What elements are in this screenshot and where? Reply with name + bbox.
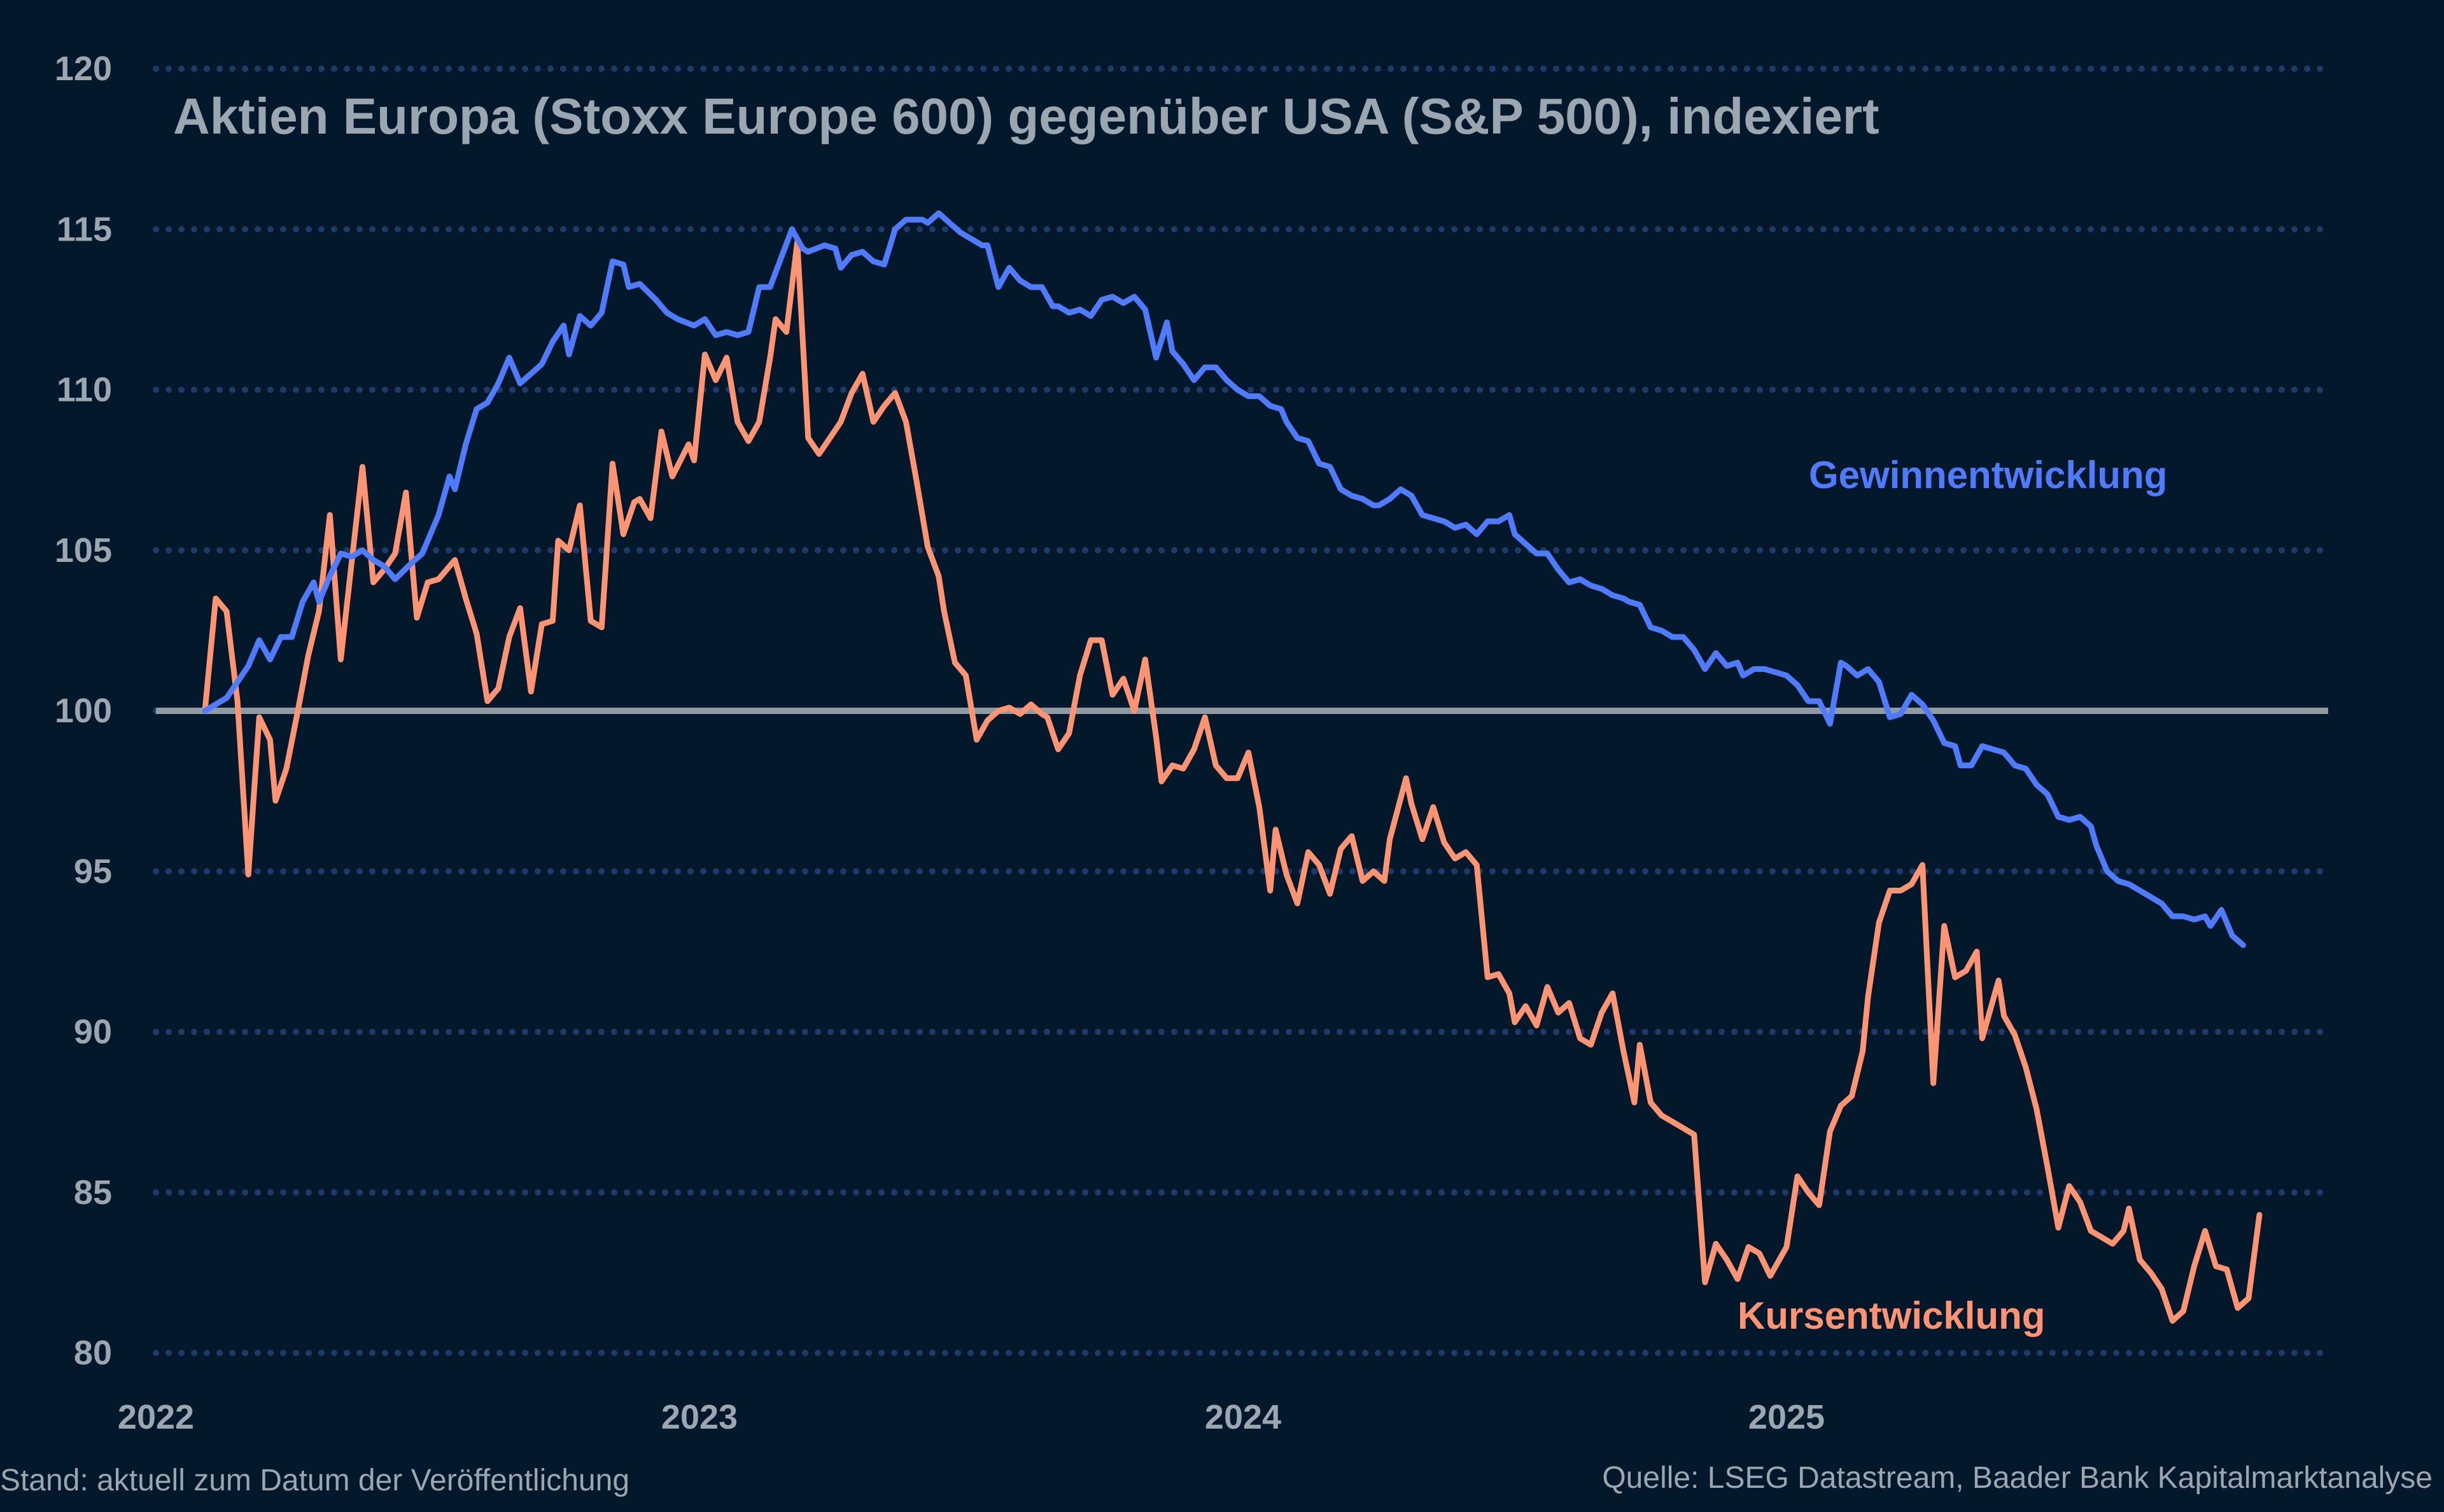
y-tick-label: 100 — [55, 692, 112, 730]
y-tick-label: 80 — [74, 1334, 112, 1372]
x-tick-label: 2022 — [118, 1398, 194, 1436]
y-axis-ticks: 80 85 90 95 100 105 110 115 120 — [55, 50, 112, 1372]
y-tick-label: 120 — [55, 50, 112, 88]
legend-label-earnings: Gewinnentwicklung — [1809, 454, 2167, 496]
series-lines — [202, 210, 2263, 1324]
x-tick-label: 2024 — [1205, 1398, 1281, 1436]
series-line-gewinnentwicklung — [202, 210, 2246, 948]
footer-source: Quelle: LSEG Datastream, Baader Bank Kap… — [1602, 1461, 2433, 1495]
y-tick-label: 85 — [74, 1173, 112, 1212]
y-tick-label: 110 — [57, 371, 112, 409]
y-tick-label: 115 — [57, 210, 112, 248]
x-axis-ticks: 2022 2023 2024 2025 — [118, 1398, 1825, 1436]
legend-label-price: Kursentwicklung — [1738, 1294, 2045, 1337]
footer-stand: Stand: aktuell zum Datum der Veröffentli… — [0, 1464, 629, 1497]
y-tick-label: 90 — [74, 1013, 112, 1051]
chart-title: Aktien Europa (Stoxx Europe 600) gegenüb… — [173, 88, 1879, 144]
y-tick-label: 105 — [55, 531, 112, 570]
y-tick-label: 95 — [74, 852, 112, 890]
x-tick-label: 2023 — [661, 1398, 738, 1436]
series-line-kursentwicklung — [202, 239, 2263, 1324]
x-tick-label: 2025 — [1748, 1398, 1825, 1436]
